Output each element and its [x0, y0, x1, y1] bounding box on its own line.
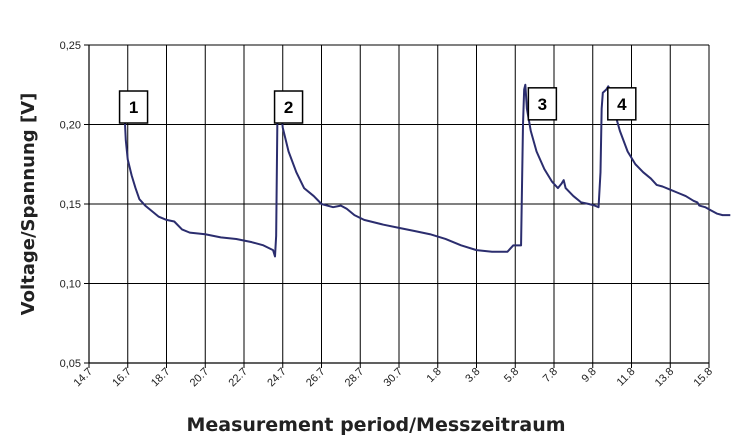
x-tick-label: 22.7 — [226, 366, 250, 390]
x-tick-label: 24.7 — [265, 366, 289, 390]
annotation-box — [118, 90, 149, 124]
x-tick-label: 26.7 — [304, 366, 328, 390]
x-tick-label: 11.8 — [615, 366, 638, 389]
axes — [84, 44, 710, 368]
series-layer — [120, 83, 731, 258]
x-tick-label: 28.7 — [343, 366, 367, 390]
x-tick-label: 5.8 — [502, 366, 521, 385]
annotation-label: 4 — [617, 95, 627, 114]
x-tick-label: 15.8 — [691, 366, 715, 390]
annotation-box — [273, 90, 304, 124]
annotation-label: 3 — [538, 95, 547, 114]
x-tick-label: 13.8 — [653, 366, 677, 390]
x-tick-label: 16.7 — [110, 366, 134, 390]
annotation-box — [527, 87, 558, 121]
voltage-series-line — [120, 83, 731, 258]
y-tick-label: 0,05 — [60, 358, 81, 370]
x-tick-label: 1.8 — [425, 366, 444, 385]
x-tick-label: 20.7 — [188, 366, 212, 390]
y-tick-label: 0,15 — [60, 199, 81, 211]
x-tick-label: 30.7 — [381, 366, 405, 390]
annotation-label: 1 — [129, 98, 138, 117]
annotation-box — [607, 87, 637, 121]
y-tick-label: 0,25 — [60, 40, 81, 52]
x-axis-title: Measurement period/Messzeitraum — [186, 414, 565, 436]
annotation-label: 2 — [284, 98, 293, 117]
y-axis-title: Voltage/Spannung [V] — [18, 93, 39, 316]
y-tick-label: 0,20 — [60, 120, 81, 132]
annotation-layer: 1 2 3 4 — [118, 87, 637, 124]
y-tick-label: 0,10 — [60, 279, 81, 291]
x-tick-label: 18.7 — [149, 366, 173, 390]
x-tick-label: 7.8 — [541, 366, 560, 385]
x-tick-label: 9.8 — [580, 366, 599, 385]
x-tick-label: 3.8 — [463, 366, 482, 385]
